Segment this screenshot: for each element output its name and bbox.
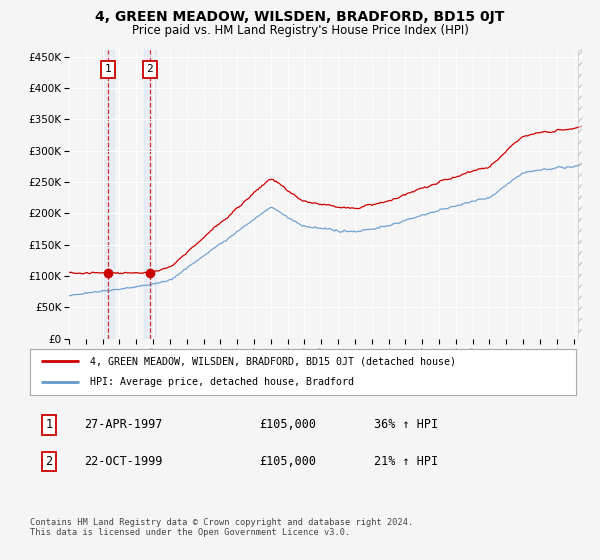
Text: 27-APR-1997: 27-APR-1997: [85, 418, 163, 431]
Text: 4, GREEN MEADOW, WILSDEN, BRADFORD, BD15 0JT (detached house): 4, GREEN MEADOW, WILSDEN, BRADFORD, BD15…: [90, 356, 456, 366]
Text: HPI: Average price, detached house, Bradford: HPI: Average price, detached house, Brad…: [90, 377, 354, 388]
Text: £105,000: £105,000: [259, 455, 316, 468]
Text: 22-OCT-1999: 22-OCT-1999: [85, 455, 163, 468]
Text: £105,000: £105,000: [259, 418, 316, 431]
Text: Price paid vs. HM Land Registry's House Price Index (HPI): Price paid vs. HM Land Registry's House …: [131, 24, 469, 38]
Text: 2: 2: [146, 64, 153, 74]
Bar: [144, 50, 156, 339]
Text: 1: 1: [46, 418, 53, 431]
Text: 21% ↑ HPI: 21% ↑ HPI: [374, 455, 438, 468]
Text: 4, GREEN MEADOW, WILSDEN, BRADFORD, BD15 0JT: 4, GREEN MEADOW, WILSDEN, BRADFORD, BD15…: [95, 10, 505, 24]
Text: 2: 2: [46, 455, 53, 468]
Text: 36% ↑ HPI: 36% ↑ HPI: [374, 418, 438, 431]
Bar: [102, 50, 114, 339]
Text: Contains HM Land Registry data © Crown copyright and database right 2024.
This d: Contains HM Land Registry data © Crown c…: [30, 518, 413, 538]
Text: 1: 1: [104, 64, 112, 74]
Polygon shape: [578, 50, 582, 339]
